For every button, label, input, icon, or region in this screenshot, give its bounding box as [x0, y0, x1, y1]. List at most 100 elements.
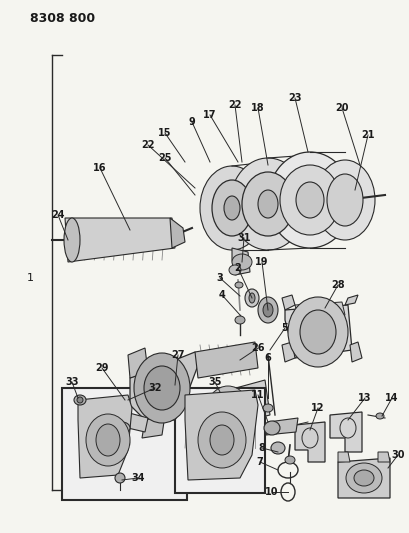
Polygon shape	[231, 248, 249, 275]
Polygon shape	[128, 348, 148, 378]
Polygon shape	[130, 352, 200, 420]
Text: 27: 27	[171, 350, 184, 360]
Text: 24: 24	[51, 210, 65, 220]
Ellipse shape	[134, 353, 189, 423]
Text: 22: 22	[141, 140, 154, 150]
Text: 5: 5	[281, 323, 288, 333]
Ellipse shape	[234, 282, 243, 288]
Ellipse shape	[353, 470, 373, 486]
Ellipse shape	[326, 174, 362, 226]
Ellipse shape	[262, 404, 272, 412]
Ellipse shape	[223, 196, 239, 220]
Text: 6: 6	[264, 353, 271, 363]
Ellipse shape	[74, 395, 86, 405]
Text: 22: 22	[228, 100, 241, 110]
Text: 8: 8	[258, 443, 265, 453]
Ellipse shape	[263, 421, 279, 435]
Polygon shape	[294, 422, 324, 462]
Text: 17: 17	[203, 110, 216, 120]
Ellipse shape	[198, 412, 245, 468]
Text: 18: 18	[251, 103, 264, 113]
Polygon shape	[337, 452, 349, 462]
Polygon shape	[170, 218, 184, 248]
Polygon shape	[184, 390, 257, 480]
Text: 8308 800: 8308 800	[30, 12, 95, 25]
Text: 25: 25	[158, 153, 171, 163]
Text: 10: 10	[265, 487, 278, 497]
Text: 29: 29	[95, 363, 108, 373]
Polygon shape	[329, 412, 361, 452]
Ellipse shape	[96, 424, 120, 456]
Polygon shape	[337, 458, 389, 498]
Ellipse shape	[216, 396, 239, 428]
Text: 28: 28	[330, 280, 344, 290]
Polygon shape	[191, 380, 270, 432]
Text: 14: 14	[384, 393, 398, 403]
Ellipse shape	[209, 425, 234, 455]
Ellipse shape	[314, 160, 374, 240]
Polygon shape	[65, 218, 175, 262]
Polygon shape	[78, 395, 132, 478]
Ellipse shape	[229, 265, 240, 275]
Polygon shape	[294, 302, 344, 318]
Ellipse shape	[257, 190, 277, 218]
Text: 4: 4	[218, 290, 225, 300]
Text: 2: 2	[234, 263, 241, 273]
Polygon shape	[142, 415, 164, 438]
Ellipse shape	[241, 172, 293, 236]
Polygon shape	[281, 342, 294, 362]
Text: 31: 31	[237, 233, 250, 243]
Ellipse shape	[144, 366, 180, 410]
Ellipse shape	[295, 182, 323, 218]
Polygon shape	[377, 452, 389, 462]
Text: 21: 21	[360, 130, 374, 140]
Ellipse shape	[262, 303, 272, 317]
Ellipse shape	[231, 254, 252, 270]
Ellipse shape	[229, 158, 305, 250]
Text: 33: 33	[65, 377, 79, 387]
Ellipse shape	[248, 293, 254, 303]
Text: 1: 1	[27, 273, 34, 283]
Text: 19: 19	[255, 257, 268, 267]
Polygon shape	[265, 418, 297, 435]
Ellipse shape	[64, 218, 80, 262]
Ellipse shape	[257, 297, 277, 323]
Text: 20: 20	[335, 103, 348, 113]
Ellipse shape	[234, 316, 245, 324]
Ellipse shape	[86, 414, 130, 466]
Text: 7: 7	[256, 457, 263, 467]
Text: 13: 13	[357, 393, 371, 403]
Ellipse shape	[205, 386, 249, 438]
Ellipse shape	[279, 165, 339, 235]
Ellipse shape	[375, 413, 383, 419]
Ellipse shape	[287, 297, 347, 367]
Text: 16: 16	[93, 163, 106, 173]
Bar	[175, 388, 264, 493]
Ellipse shape	[345, 463, 381, 493]
Text: 11: 11	[251, 390, 264, 400]
Text: 23: 23	[288, 93, 301, 103]
Text: 34: 34	[131, 473, 144, 483]
Text: 32: 32	[148, 383, 162, 393]
Ellipse shape	[115, 473, 125, 483]
Text: 35: 35	[208, 377, 221, 387]
Ellipse shape	[270, 442, 284, 454]
Text: 12: 12	[310, 403, 324, 413]
Polygon shape	[284, 305, 351, 358]
Ellipse shape	[211, 180, 252, 236]
Polygon shape	[281, 295, 294, 310]
Ellipse shape	[114, 422, 130, 434]
Ellipse shape	[77, 397, 83, 403]
Polygon shape	[344, 295, 357, 305]
Text: 15: 15	[158, 128, 171, 138]
Ellipse shape	[284, 456, 294, 464]
Text: 9: 9	[188, 117, 195, 127]
Text: 30: 30	[390, 450, 404, 460]
Ellipse shape	[245, 289, 258, 307]
Ellipse shape	[267, 152, 351, 248]
Ellipse shape	[200, 166, 263, 250]
Polygon shape	[115, 410, 148, 432]
Bar	[62, 388, 187, 500]
Ellipse shape	[299, 310, 335, 354]
Text: 3: 3	[216, 273, 223, 283]
